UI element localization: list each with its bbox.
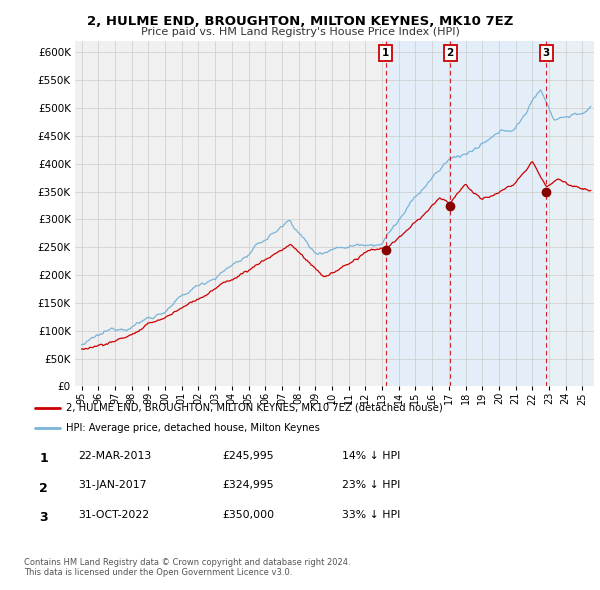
Text: This data is licensed under the Open Government Licence v3.0.: This data is licensed under the Open Gov… bbox=[24, 568, 292, 577]
Text: 1: 1 bbox=[382, 48, 389, 58]
Text: 2: 2 bbox=[446, 48, 454, 58]
Bar bbox=[546, 41, 594, 386]
Text: 22-MAR-2013: 22-MAR-2013 bbox=[78, 451, 151, 461]
Text: £245,995: £245,995 bbox=[222, 451, 274, 461]
Text: 2: 2 bbox=[39, 481, 48, 495]
Text: £324,995: £324,995 bbox=[222, 480, 274, 490]
Text: 31-OCT-2022: 31-OCT-2022 bbox=[78, 510, 149, 520]
Text: HPI: Average price, detached house, Milton Keynes: HPI: Average price, detached house, Milt… bbox=[66, 424, 320, 434]
Text: £350,000: £350,000 bbox=[222, 510, 274, 520]
Text: 1: 1 bbox=[39, 452, 48, 466]
Text: 33% ↓ HPI: 33% ↓ HPI bbox=[342, 510, 400, 520]
Text: 3: 3 bbox=[39, 511, 48, 525]
Bar bbox=[450, 41, 546, 386]
Text: 3: 3 bbox=[542, 48, 550, 58]
Text: 31-JAN-2017: 31-JAN-2017 bbox=[78, 480, 146, 490]
Text: 2, HULME END, BROUGHTON, MILTON KEYNES, MK10 7EZ (detached house): 2, HULME END, BROUGHTON, MILTON KEYNES, … bbox=[66, 403, 443, 412]
Text: 14% ↓ HPI: 14% ↓ HPI bbox=[342, 451, 400, 461]
Text: 2, HULME END, BROUGHTON, MILTON KEYNES, MK10 7EZ: 2, HULME END, BROUGHTON, MILTON KEYNES, … bbox=[87, 15, 513, 28]
Bar bbox=[386, 41, 450, 386]
Text: Contains HM Land Registry data © Crown copyright and database right 2024.: Contains HM Land Registry data © Crown c… bbox=[24, 558, 350, 566]
Text: 23% ↓ HPI: 23% ↓ HPI bbox=[342, 480, 400, 490]
Text: Price paid vs. HM Land Registry's House Price Index (HPI): Price paid vs. HM Land Registry's House … bbox=[140, 27, 460, 37]
